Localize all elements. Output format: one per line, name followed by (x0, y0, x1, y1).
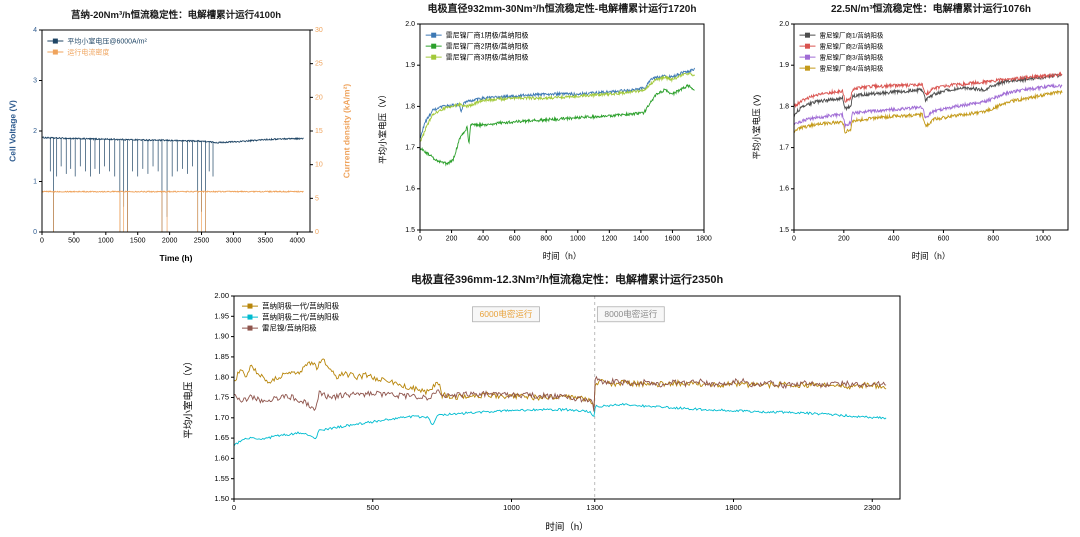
chart-title-junai-20nm3: 莒纳-20Nm³/h恒流稳定性：电解槽累计运行4100h (70, 10, 282, 21)
chart-panel-396mm-12-3nm3: 电极直径396mm-12.3Nm³/h恒流稳定性：电解槽累计运行2350h (178, 272, 914, 535)
22-5-chart-canvas (746, 18, 1078, 264)
chart-title-22-5: 22.5N/m³恒流稳定性：电解槽累计运行1076h (830, 4, 1032, 15)
396mm-12-3nm3-chart-canvas (178, 288, 914, 535)
chart-panel-junai-20nm3: 莒纳-20Nm³/h恒流稳定性：电解槽累计运行4100h (2, 8, 354, 266)
junai-20nm3-chart-canvas (2, 24, 354, 266)
chart-panel-22-5: 22.5N/m³恒流稳定性：电解槽累计运行1076h (746, 2, 1078, 264)
chart-panel-932mm-30nm3: 电极直径932mm-30Nm³/h恒流稳定性-电解槽累计运行1720h (372, 2, 714, 264)
932mm-30nm3-chart-canvas (372, 18, 714, 264)
chart-title-932mm-30nm3: 电极直径932mm-30Nm³/h恒流稳定性-电解槽累计运行1720h (427, 4, 697, 15)
chart-title-396mm-12-3nm3: 电极直径396mm-12.3Nm³/h恒流稳定性：电解槽累计运行2350h (410, 274, 724, 286)
